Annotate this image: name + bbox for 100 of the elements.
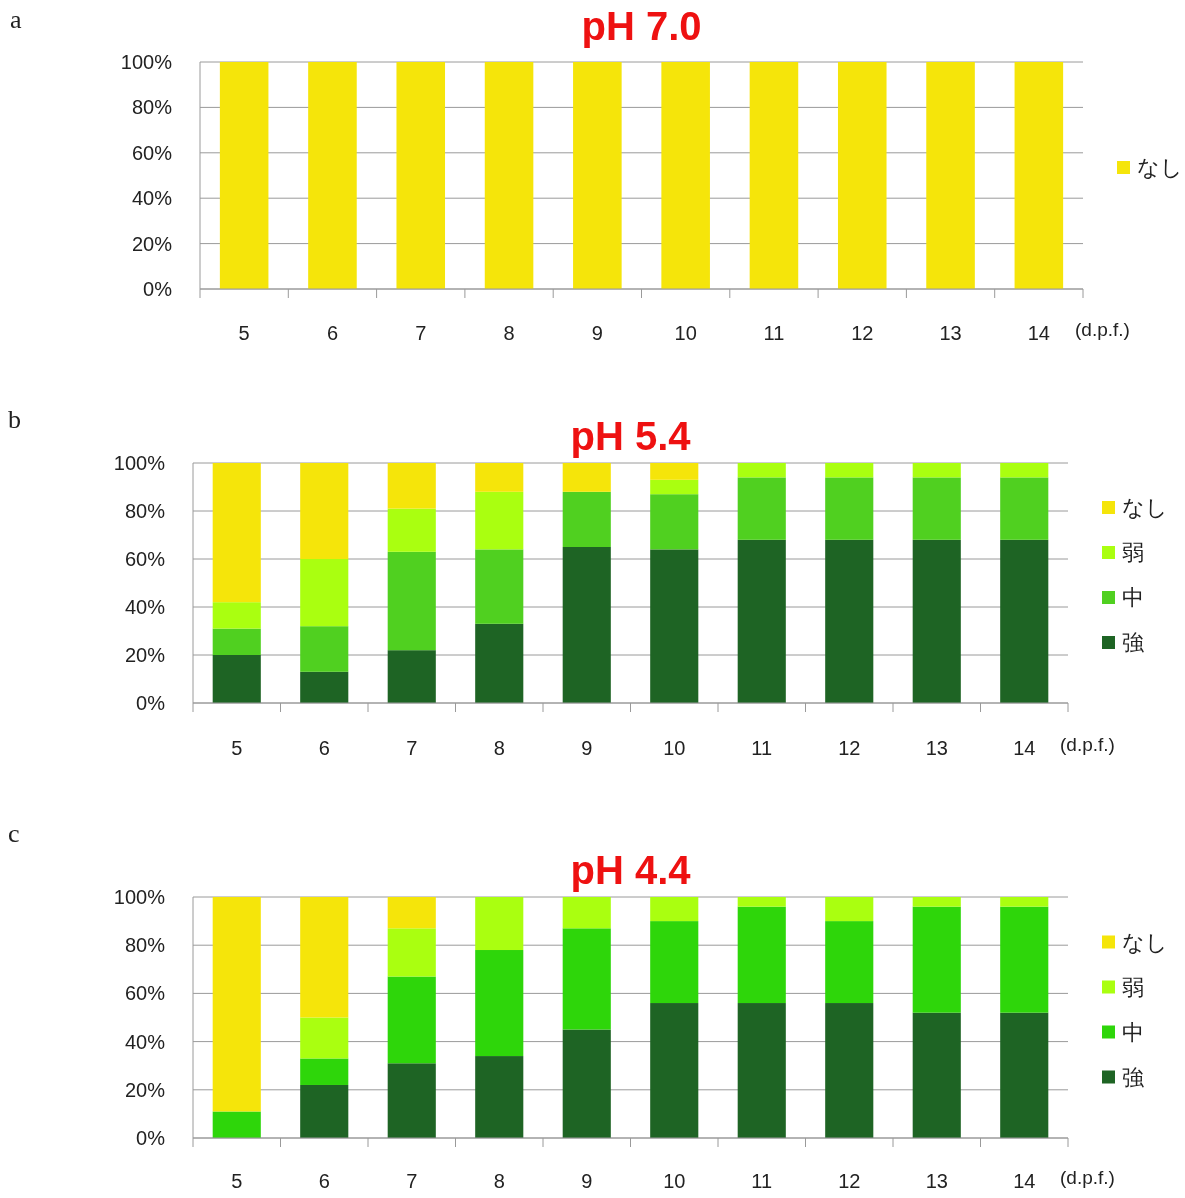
bar [1000, 897, 1049, 907]
bar [475, 549, 524, 624]
bar [475, 491, 524, 550]
bar [825, 463, 874, 478]
bar [387, 928, 436, 977]
bar [212, 602, 261, 629]
x-tick-label: 14 [1013, 1170, 1036, 1192]
legend-label: なし [1137, 155, 1183, 180]
bar [825, 477, 874, 540]
bar [737, 539, 786, 703]
x-tick-label: 7 [406, 737, 418, 759]
x-tick-label: 12 [838, 1170, 861, 1192]
bar [300, 897, 349, 1018]
x-tick-label: 9 [581, 1170, 593, 1192]
bar [387, 508, 436, 552]
bar [300, 626, 349, 672]
bar [212, 463, 261, 603]
x-tick-label: 14 [1027, 322, 1050, 344]
bar [650, 921, 699, 1004]
bar [562, 1029, 611, 1138]
x-axis-title: (d.p.f.) [1060, 1167, 1115, 1188]
x-tick-label: 9 [591, 322, 603, 344]
x-tick-label: 12 [851, 322, 874, 344]
y-tick-label: 100% [120, 51, 173, 73]
chart-title: pH 4.4 [570, 848, 692, 892]
x-tick-label: 10 [663, 1170, 686, 1192]
legend-label: 中 [1122, 1019, 1144, 1045]
y-tick-label: 0% [143, 278, 173, 300]
x-tick-label: 6 [318, 1170, 330, 1192]
bar [825, 921, 874, 1004]
legend-label: 弱 [1122, 540, 1144, 565]
bar [650, 1003, 699, 1138]
bar [1000, 477, 1049, 540]
bar [650, 463, 699, 480]
bar [475, 623, 524, 703]
bar [300, 1058, 349, 1085]
x-tick-label: 7 [406, 1170, 418, 1192]
bar [650, 897, 699, 922]
bar [475, 897, 524, 951]
y-tick-label: 80% [124, 500, 166, 522]
y-tick-label: 60% [124, 548, 166, 570]
bar [737, 906, 786, 1004]
bar [737, 897, 786, 907]
x-tick-label: 5 [231, 1170, 243, 1192]
legend-label: 強 [1122, 630, 1144, 655]
y-tick-label: 40% [131, 187, 173, 210]
bar [562, 547, 611, 703]
x-tick-label: 8 [503, 322, 515, 344]
text: c [8, 819, 20, 848]
legend-label: 弱 [1122, 974, 1144, 1000]
bar [387, 551, 436, 651]
chart-title: pH 7.0 [581, 4, 702, 48]
bar [475, 950, 524, 1057]
bar [562, 463, 611, 492]
bar [562, 928, 611, 1030]
legend-label: なし [1122, 495, 1168, 520]
y-tick-label: 0% [136, 692, 166, 714]
bar [562, 491, 611, 547]
x-tick-label: 11 [751, 737, 773, 759]
x-tick-label: 13 [925, 1170, 948, 1192]
x-tick-label: 8 [493, 1170, 505, 1192]
bar [912, 477, 961, 540]
bar [212, 1111, 261, 1138]
x-tick-label: 6 [326, 322, 339, 344]
bar [300, 463, 349, 559]
bar [1000, 539, 1049, 703]
x-tick-label: 5 [238, 322, 250, 344]
y-tick-label: 40% [124, 596, 166, 618]
x-axis-title: (d.p.f.) [1060, 734, 1115, 755]
legend-label: 中 [1122, 585, 1144, 610]
y-tick-label: 20% [124, 1078, 166, 1101]
bar [737, 1003, 786, 1138]
x-tick-label: 13 [939, 322, 962, 344]
bar [912, 897, 961, 907]
bar [387, 897, 436, 929]
bar [1000, 906, 1049, 1013]
bar [387, 650, 436, 703]
bar [912, 906, 961, 1013]
y-tick-label: 80% [131, 96, 173, 119]
bar [562, 897, 611, 929]
bar [650, 479, 699, 495]
bar [650, 549, 699, 703]
bar [825, 1003, 874, 1138]
bar [387, 463, 436, 509]
x-tick-label: 11 [763, 322, 785, 344]
bar [825, 539, 874, 703]
legend-label: 強 [1122, 1064, 1144, 1090]
bar [825, 897, 874, 922]
bar [212, 897, 261, 1112]
bar [212, 628, 261, 655]
bar [737, 463, 786, 478]
y-tick-label: 80% [124, 934, 166, 957]
bar [475, 1056, 524, 1138]
bar [912, 1012, 961, 1138]
y-tick-label: 100% [113, 886, 166, 908]
y-tick-label: 60% [124, 982, 166, 1005]
x-tick-label: 6 [318, 737, 330, 759]
x-tick-label: 5 [231, 737, 243, 759]
x-tick-label: 11 [751, 1170, 773, 1192]
x-tick-label: 9 [581, 737, 593, 759]
